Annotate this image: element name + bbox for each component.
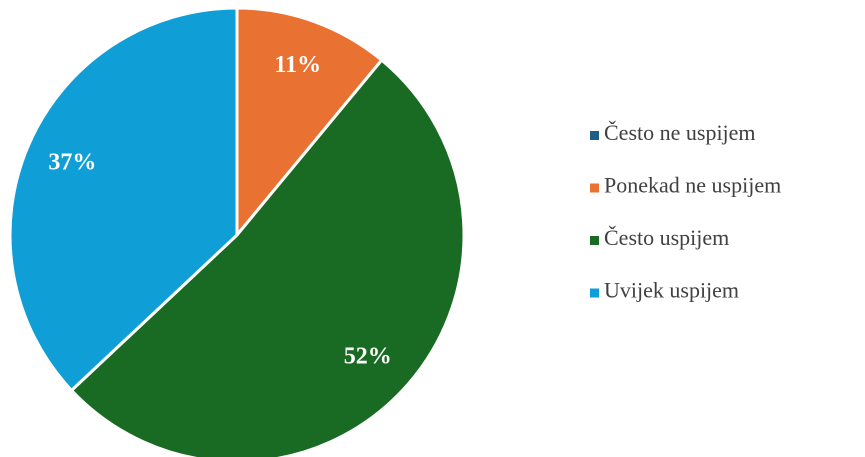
data-label: 52%	[344, 343, 392, 369]
pie-slice	[8, 6, 239, 393]
pie-slice	[69, 57, 466, 457]
legend-marker	[590, 236, 599, 245]
legend-marker	[590, 288, 599, 298]
legend-label: Ponekad ne uspijem	[604, 173, 781, 198]
data-label: 37%	[48, 149, 96, 175]
legend-label: Uvijek uspijem	[604, 278, 739, 303]
legend-marker	[590, 131, 599, 140]
legend-label: Često uspijem	[604, 225, 729, 250]
data-label: 11%	[274, 52, 321, 78]
legend-marker	[590, 183, 599, 193]
pie-slice	[235, 6, 384, 240]
legend-label: Često ne uspijem	[604, 120, 756, 145]
